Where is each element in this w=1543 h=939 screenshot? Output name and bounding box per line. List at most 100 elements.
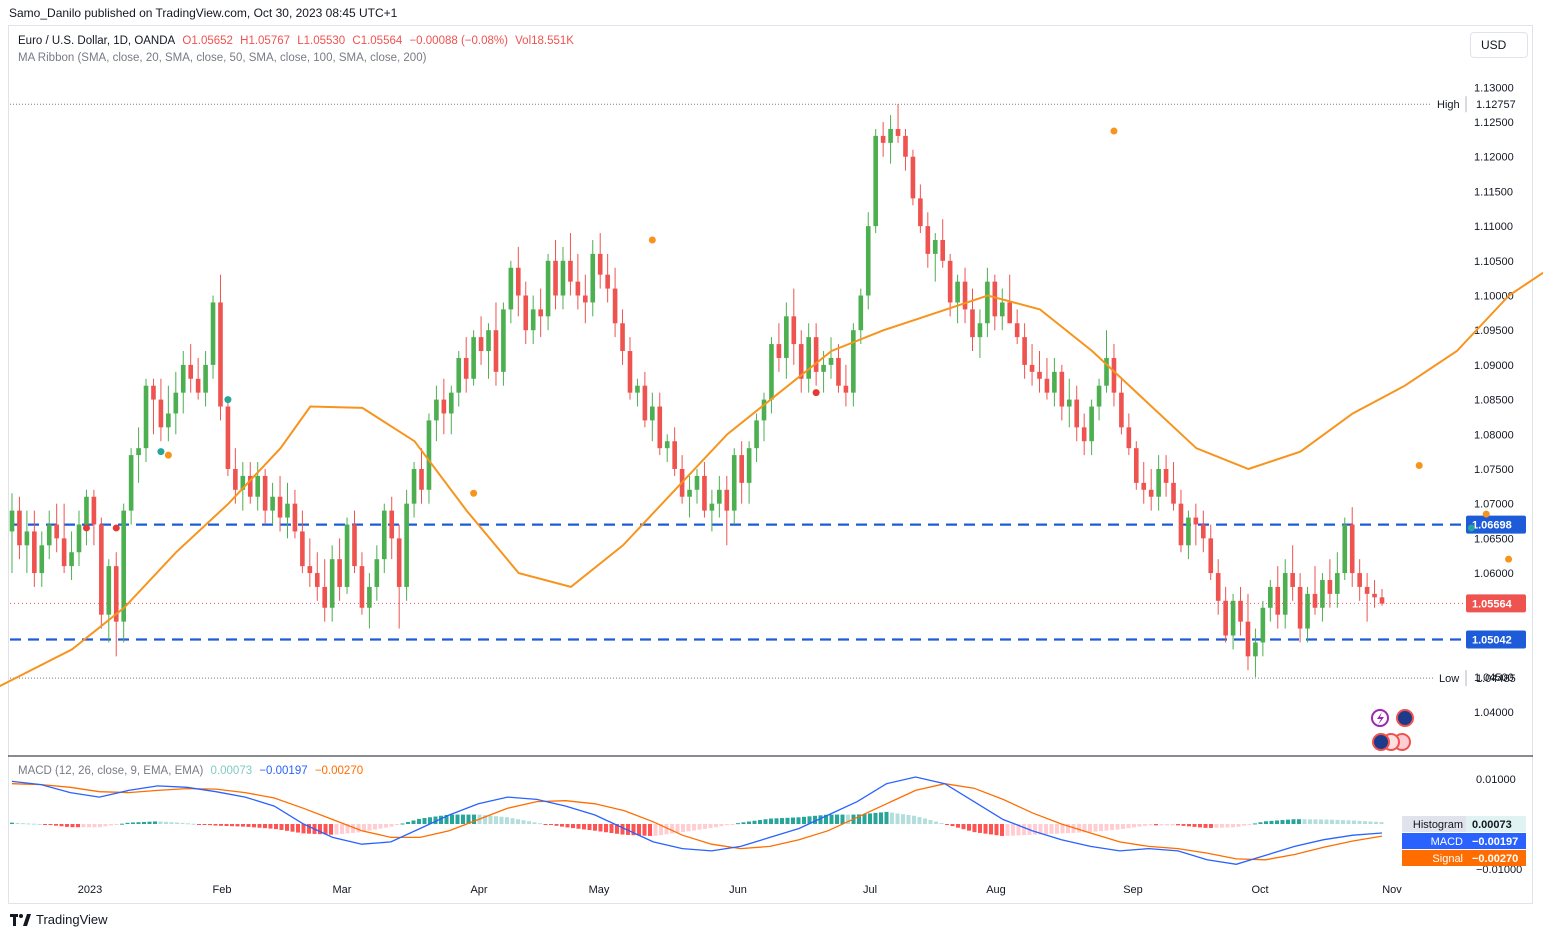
eu-flag-event-icon[interactable] [1372, 733, 1390, 751]
candle-down[interactable] [247, 475, 253, 497]
candle-down[interactable] [113, 566, 119, 622]
candle-down[interactable] [1238, 600, 1243, 622]
candle-down[interactable] [1327, 580, 1333, 594]
candle-up[interactable] [203, 364, 208, 393]
candle-up[interactable] [367, 586, 372, 608]
candle-down[interactable] [597, 253, 603, 275]
candle-up[interactable] [1335, 573, 1340, 594]
candle-up[interactable] [709, 503, 715, 511]
candle-up[interactable] [471, 337, 476, 379]
candle-up[interactable] [173, 392, 179, 414]
candle-up[interactable] [955, 281, 960, 303]
candle-down[interactable] [1349, 524, 1355, 574]
candle-down[interactable] [1007, 302, 1013, 324]
candle-down[interactable] [32, 531, 37, 574]
candle-up[interactable] [560, 260, 566, 296]
candle-up[interactable] [448, 392, 454, 414]
candle-up[interactable] [806, 337, 811, 379]
candle-down[interactable] [940, 240, 946, 261]
candle-up[interactable] [1096, 385, 1102, 407]
candle-down[interactable] [158, 399, 164, 428]
candle-up[interactable] [9, 510, 15, 532]
candle-up[interactable] [1253, 642, 1258, 657]
candle-down[interactable] [188, 364, 194, 379]
candle-up[interactable] [46, 524, 52, 546]
candle-down[interactable] [1029, 364, 1035, 372]
candle-down[interactable] [724, 489, 730, 511]
candle-up[interactable] [873, 135, 879, 227]
candle-down[interactable] [925, 226, 931, 254]
candle-down[interactable] [776, 344, 782, 358]
candle-down[interactable] [1364, 586, 1370, 594]
candle-down[interactable] [300, 531, 305, 567]
candle-up[interactable] [1320, 580, 1325, 608]
candle-up[interactable] [143, 385, 149, 449]
candle-up[interactable] [635, 385, 640, 393]
candle-up[interactable] [769, 344, 774, 400]
candle-up[interactable] [1052, 371, 1057, 393]
candle-up[interactable] [1342, 524, 1348, 574]
candle-up[interactable] [784, 316, 789, 358]
indicator-legend[interactable]: MA Ribbon (SMA, close, 20, SMA, close, 5… [18, 52, 427, 64]
candle-down[interactable] [612, 288, 618, 324]
candle-down[interactable] [1022, 337, 1027, 365]
candle-down[interactable] [575, 281, 581, 296]
candle-up[interactable] [374, 559, 380, 587]
candle-down[interactable] [61, 538, 67, 567]
candle-down[interactable] [1215, 573, 1221, 601]
candle-up[interactable] [426, 420, 432, 490]
candle-down[interactable] [791, 316, 797, 345]
candle-down[interactable] [225, 406, 231, 469]
candle-up[interactable] [456, 357, 462, 393]
candle-down[interactable] [277, 496, 283, 518]
candle-down[interactable] [1297, 586, 1303, 629]
candle-down[interactable] [620, 323, 625, 352]
candle-down[interactable] [813, 337, 819, 372]
candle-down[interactable] [195, 378, 201, 393]
symbol-name[interactable]: Euro / U.S. Dollar, 1D, OANDA [18, 35, 176, 47]
candle-down[interactable] [1014, 323, 1020, 338]
candle-up[interactable] [932, 240, 938, 254]
candle-down[interactable] [396, 538, 402, 587]
candle-up[interactable] [404, 503, 409, 587]
candle-down[interactable] [1059, 371, 1065, 407]
candle-down[interactable] [151, 385, 156, 400]
candle-up[interactable] [530, 309, 536, 331]
candle-up[interactable] [977, 323, 983, 338]
candle-down[interactable] [17, 510, 22, 546]
candle-up[interactable] [76, 524, 82, 553]
candle-down[interactable] [1208, 538, 1214, 574]
candle-up[interactable] [731, 455, 737, 511]
candle-down[interactable] [1178, 503, 1184, 546]
candle-down[interactable] [672, 441, 677, 469]
candle-up[interactable] [128, 455, 134, 511]
candle-down[interactable] [1037, 371, 1042, 379]
macd-line[interactable] [11, 776, 1383, 865]
candle-up[interactable] [1268, 586, 1273, 608]
candle-up[interactable] [754, 420, 759, 449]
candle-up[interactable] [851, 330, 856, 393]
candle-down[interactable] [91, 496, 97, 525]
candle-down[interactable] [54, 524, 59, 539]
candle-down[interactable] [307, 566, 313, 574]
candle-up[interactable] [240, 475, 246, 490]
candle-down[interactable] [1312, 593, 1318, 608]
candle-up[interactable] [828, 357, 834, 365]
candle-down[interactable] [970, 309, 975, 338]
candle-down[interactable] [947, 260, 953, 303]
candle-up[interactable] [39, 545, 45, 574]
macd-name[interactable]: MACD (12, 26, close, 9, EMA, EMA) [18, 765, 204, 777]
candle-up[interactable] [381, 510, 387, 560]
candle-down[interactable] [292, 503, 298, 532]
candle-down[interactable] [642, 385, 648, 421]
candle-up[interactable] [1066, 399, 1072, 407]
candle-up[interactable] [1230, 600, 1236, 636]
candle-down[interactable] [903, 135, 908, 157]
candle-down[interactable] [1111, 357, 1117, 393]
candle-up[interactable] [888, 128, 893, 143]
candle-down[interactable] [1372, 593, 1377, 598]
candle-down[interactable] [359, 566, 365, 608]
candle-down[interactable] [1290, 573, 1295, 587]
candle-down[interactable] [463, 357, 469, 379]
